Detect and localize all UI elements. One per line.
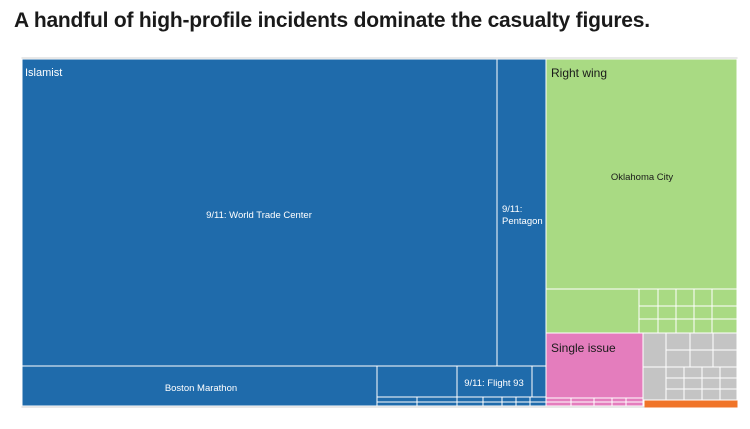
treemap-cell [693,305,713,320]
treemap-cell [638,318,659,334]
group-label-single-issue: Single issue [551,341,616,355]
cell-label-flight-93: 9/11: Flight 93 [464,378,524,389]
treemap-cell [529,396,547,403]
treemap-cell [482,396,503,403]
treemap-cell [376,396,418,403]
treemap-cell [644,400,738,408]
treemap-cell [701,366,721,379]
treemap-cell [611,397,627,403]
cell-label-boston-marathon: Boston Marathon [165,383,237,394]
treemap-cell [642,366,667,401]
treemap-cell [376,365,458,398]
treemap-cell [501,396,517,403]
treemap-cell [712,332,738,351]
treemap-cell [638,305,659,320]
treemap-cell [570,401,595,407]
treemap-cell [515,396,531,403]
treemap-cell [545,332,644,399]
treemap-cell [456,365,533,398]
treemap-cell [482,401,503,407]
treemap-cell [689,349,714,368]
group-label-right-wing: Right wing [551,66,607,80]
treemap-cell [711,318,738,334]
treemap-cell [675,288,695,307]
treemap-cell [529,401,547,407]
cell-label-pentagon: 9/11: [502,204,522,215]
treemap-cell [531,365,547,398]
treemap-cell [657,318,677,334]
treemap-cell [545,288,640,334]
treemap-cell [456,401,484,407]
treemap-cell [701,377,721,390]
treemap-cell [701,388,721,401]
treemap-cell [675,305,695,320]
treemap-cell [570,397,595,403]
treemap-cell [638,288,659,307]
treemap-cell [625,397,644,403]
treemap-cell [657,288,677,307]
treemap-cell [719,366,738,379]
treemap-cell [693,288,713,307]
treemap-cell [625,401,644,407]
treemap-cell [675,318,695,334]
cell-label-world-trade-center: 9/11: World Trade Center [206,210,312,221]
treemap-cell [545,397,572,403]
treemap-cell [376,401,418,407]
treemap-cell [416,396,458,403]
treemap-cell [657,305,677,320]
treemap-cell [711,305,738,320]
treemap-cell [665,377,685,390]
treemap-cell [683,377,703,390]
treemap-cell [593,401,613,407]
treemap-cell [456,396,484,403]
treemap-cell [665,332,691,351]
treemap-cell [593,397,613,403]
cell-label-pentagon: Pentagon [502,216,543,227]
treemap-cell [719,388,738,401]
treemap-cell [719,377,738,390]
treemap-cell [611,401,627,407]
treemap-cell [515,401,531,407]
treemap-cell [545,401,572,407]
treemap-cell [21,58,498,367]
treemap-cell [642,332,667,368]
treemap-cell [711,288,738,307]
treemap-cell [501,401,517,407]
treemap-cell [683,366,703,379]
treemap-cell [712,349,738,368]
group-label-islamist: Islamist [25,67,62,79]
treemap-cell [665,366,685,379]
treemap-cell [689,332,714,351]
treemap-cell [665,349,691,368]
cell-label-oklahoma-city: Oklahoma City [611,172,674,183]
treemap-cell [683,388,703,401]
treemap-cell [693,318,713,334]
treemap-cell [665,388,685,401]
chart-title: A handful of high-profile incidents domi… [14,9,650,32]
treemap-cell [545,58,738,290]
treemap-cell [416,401,458,407]
